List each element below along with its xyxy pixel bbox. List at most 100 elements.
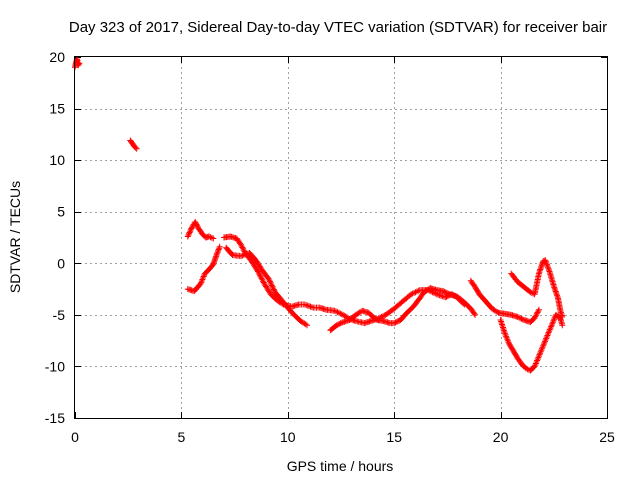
data-point bbox=[559, 322, 566, 329]
data-point bbox=[544, 264, 551, 271]
data-point bbox=[460, 300, 467, 307]
data-point bbox=[408, 291, 415, 298]
x-tick-label: 25 bbox=[599, 429, 615, 445]
data-point bbox=[535, 306, 542, 313]
data-segment bbox=[221, 233, 479, 327]
data-point bbox=[240, 245, 247, 252]
data-point bbox=[268, 281, 275, 288]
data-segment bbox=[184, 243, 223, 295]
x-tick-label: 10 bbox=[280, 429, 296, 445]
data-point bbox=[256, 271, 263, 278]
data-point bbox=[333, 322, 340, 329]
data-point bbox=[534, 357, 541, 364]
x-tick-label: 20 bbox=[493, 429, 509, 445]
data-segment bbox=[508, 257, 566, 320]
data-point bbox=[532, 313, 539, 320]
data-point bbox=[215, 246, 222, 253]
data-point bbox=[379, 313, 386, 320]
data-point bbox=[255, 268, 261, 275]
y-tick-labels: -15 -10 -5 0 5 10 15 20 bbox=[45, 49, 65, 426]
data-point bbox=[559, 313, 566, 320]
data-point bbox=[266, 278, 273, 285]
data-point bbox=[184, 233, 191, 240]
data-point bbox=[216, 243, 223, 250]
data-point bbox=[238, 241, 244, 248]
data-point bbox=[440, 288, 447, 295]
data-point bbox=[206, 233, 213, 240]
data-point bbox=[200, 273, 207, 280]
y-tick-label: -5 bbox=[53, 307, 66, 323]
y-tick-label: 5 bbox=[57, 204, 65, 220]
x-tick-label: 0 bbox=[71, 429, 79, 445]
data-point bbox=[331, 307, 338, 314]
data-segment bbox=[327, 285, 468, 334]
data-point bbox=[208, 234, 215, 241]
data-point bbox=[542, 258, 549, 265]
y-tick-label: -10 bbox=[45, 358, 65, 374]
data-point bbox=[214, 250, 220, 257]
y-tick-label: 0 bbox=[57, 255, 65, 271]
data-point bbox=[545, 329, 552, 336]
data-point bbox=[548, 323, 555, 330]
data-point bbox=[461, 301, 468, 308]
data-point bbox=[210, 235, 217, 242]
y-tick-label: 10 bbox=[49, 152, 65, 168]
data-point bbox=[519, 316, 526, 323]
data-segment bbox=[497, 311, 566, 374]
data-series bbox=[72, 56, 566, 374]
axis-ticks bbox=[75, 57, 608, 419]
data-point bbox=[187, 228, 194, 235]
data-point bbox=[238, 243, 245, 250]
data-point bbox=[471, 310, 478, 317]
data-point bbox=[411, 289, 418, 296]
data-point bbox=[533, 310, 540, 317]
data-segment bbox=[467, 277, 542, 326]
x-axis-label: GPS time / hours bbox=[287, 458, 394, 474]
grid-lines bbox=[75, 57, 607, 418]
data-point bbox=[267, 279, 274, 286]
data-point bbox=[270, 285, 277, 292]
data-point bbox=[472, 311, 479, 318]
data-point bbox=[514, 313, 521, 320]
data-point bbox=[260, 278, 266, 285]
data-point bbox=[186, 229, 193, 236]
data-point bbox=[269, 283, 276, 290]
y-tick-label: 15 bbox=[49, 101, 65, 117]
data-point bbox=[258, 275, 265, 282]
data-point bbox=[441, 288, 448, 295]
data-point bbox=[540, 341, 547, 348]
chart-title: Day 323 of 2017, Sidereal Day-to-day VTE… bbox=[69, 19, 607, 36]
data-point bbox=[188, 225, 195, 232]
data-point bbox=[255, 269, 262, 276]
data-segment bbox=[72, 56, 83, 71]
data-point bbox=[239, 244, 246, 251]
data-point bbox=[391, 320, 398, 327]
y-tick-label: 20 bbox=[49, 49, 65, 65]
data-point bbox=[75, 61, 82, 68]
data-point bbox=[132, 144, 139, 151]
data-point bbox=[76, 60, 83, 67]
y-tick-label: -15 bbox=[45, 410, 65, 426]
data-point bbox=[337, 310, 344, 317]
data-point bbox=[534, 309, 541, 316]
data-point bbox=[442, 289, 449, 296]
data-point bbox=[270, 286, 277, 293]
data-point bbox=[413, 288, 420, 295]
data-point bbox=[207, 234, 214, 241]
data-point bbox=[538, 345, 545, 352]
data-point bbox=[185, 232, 192, 239]
data-point bbox=[395, 318, 401, 325]
data-point bbox=[533, 312, 540, 319]
data-point bbox=[415, 287, 422, 294]
data-point bbox=[536, 351, 543, 358]
data-segment bbox=[184, 219, 217, 242]
data-point bbox=[133, 145, 140, 152]
data-point bbox=[239, 252, 246, 259]
data-point bbox=[335, 321, 341, 328]
data-point bbox=[412, 289, 419, 296]
data-point bbox=[334, 309, 341, 316]
data-point bbox=[187, 226, 194, 233]
data-point bbox=[304, 322, 310, 329]
data-point bbox=[268, 282, 275, 289]
